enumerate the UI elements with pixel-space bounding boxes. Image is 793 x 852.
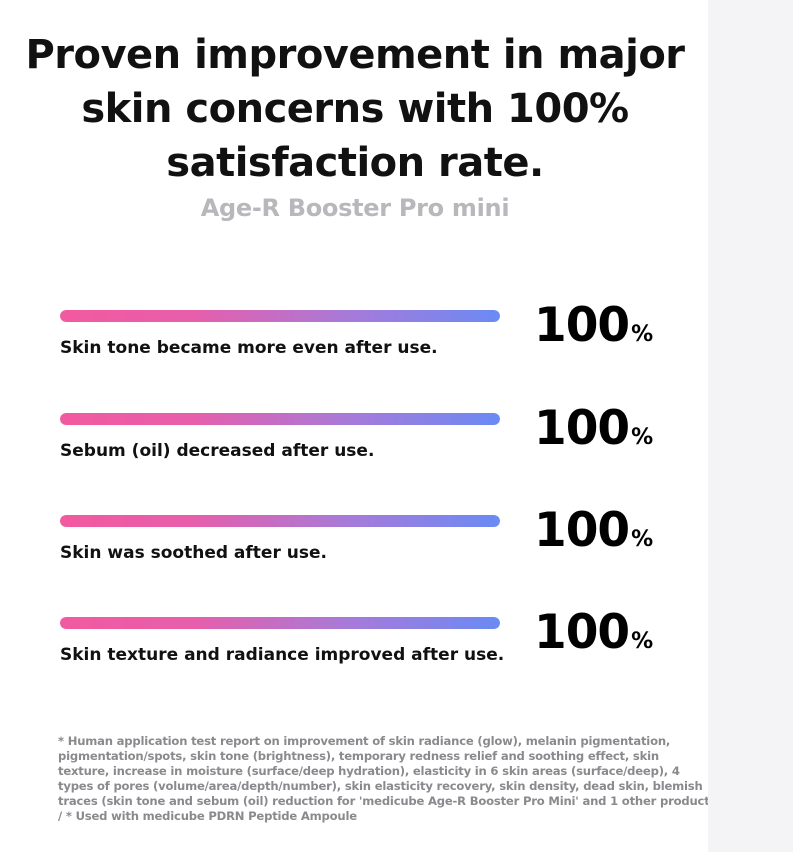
stat-unit: % — [631, 629, 654, 654]
stat-number: 100 — [534, 605, 630, 660]
stat-unit: % — [631, 527, 654, 552]
stat-label: Skin tone became more even after use. — [60, 338, 438, 358]
stat-unit: % — [631, 322, 654, 347]
stat-label: Skin was soothed after use. — [60, 543, 327, 563]
headline-line-3: satisfaction rate. — [166, 140, 544, 186]
stat-number: 100 — [534, 298, 630, 353]
stat-value: 100% — [534, 298, 653, 353]
stat-bar-fill — [60, 310, 500, 322]
stat-bar — [60, 617, 500, 629]
stat-label: Skin texture and radiance improved after… — [60, 645, 505, 665]
page-headline: Proven improvement in major skin concern… — [20, 28, 690, 190]
stat-value: 100% — [534, 605, 653, 660]
stat-bar — [60, 413, 500, 425]
stat-number: 100 — [534, 401, 630, 456]
stat-value: 100% — [534, 401, 653, 456]
stat-bar — [60, 515, 500, 527]
stat-bar-fill — [60, 413, 500, 425]
stat-row-texture: Skin texture and radiance improved after… — [0, 605, 708, 697]
stat-label: Sebum (oil) decreased after use. — [60, 441, 375, 461]
stat-row-skin-tone: Skin tone became more even after use. 10… — [0, 298, 708, 390]
content-panel: Proven improvement in major skin concern… — [0, 28, 710, 823]
side-margin — [708, 0, 793, 852]
product-name: Age-R Booster Pro mini — [200, 194, 510, 222]
footnote: * Human application test report on impro… — [58, 734, 710, 823]
stat-bar-fill — [60, 617, 500, 629]
headline-line-1: Proven improvement in major — [25, 32, 685, 78]
stat-unit: % — [631, 425, 654, 450]
stat-bar-fill — [60, 515, 500, 527]
stat-value: 100% — [534, 503, 653, 558]
stat-row-soothed: Skin was soothed after use. 100% — [0, 503, 708, 595]
headline-line-2: skin concerns with 100% — [81, 86, 629, 132]
stat-number: 100 — [534, 503, 630, 558]
stat-bar — [60, 310, 500, 322]
stat-row-sebum: Sebum (oil) decreased after use. 100% — [0, 401, 708, 493]
